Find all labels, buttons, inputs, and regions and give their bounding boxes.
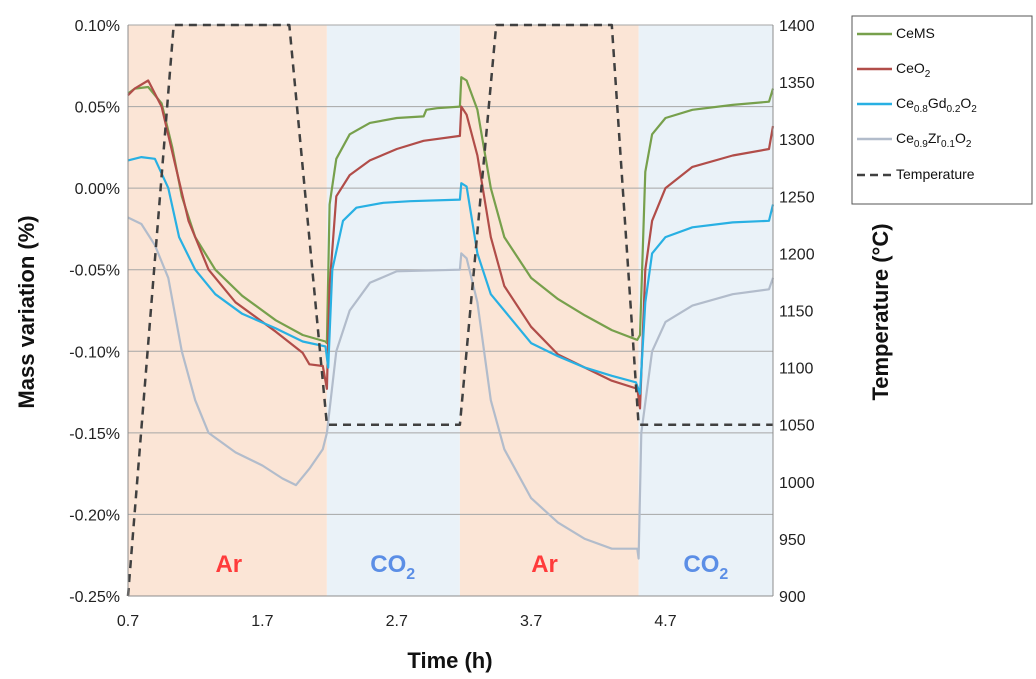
y2-tick-label: 1050 <box>779 418 815 435</box>
legend-label: Ce0.9Zr0.1O2 <box>896 130 972 150</box>
y2-tick-label: 1250 <box>779 189 815 206</box>
legend-box <box>851 15 1033 205</box>
y2-tick-label: 950 <box>779 532 806 549</box>
y-tick-label: -0.20% <box>69 507 120 524</box>
series-line-4 <box>126 23 773 597</box>
y2-axis-title: Temperature (°C) <box>868 223 893 400</box>
y-tick-label: 0.05% <box>75 100 120 117</box>
series-line-1 <box>127 79 775 410</box>
x-tick-label: 1.7 <box>251 613 273 630</box>
region-band-0 <box>128 25 327 596</box>
region-label: Ar <box>215 551 242 578</box>
y2-tick-labels: 1400 1350 1300 1250 1200 1150 1100 1050 1000 950 9… <box>779 18 815 606</box>
y2-tick-label: 900 <box>779 589 806 606</box>
x-axis-title: Time (h) <box>407 648 492 673</box>
y2-tick-label: 1350 <box>779 75 815 92</box>
y2-tick-label: 1300 <box>779 132 815 149</box>
legend-label: Ce0.8Gd0.2O2 <box>896 95 977 115</box>
axes <box>127 25 774 597</box>
region-label: Ar <box>531 551 558 578</box>
legend-label: CeO2 <box>896 60 931 80</box>
series-line-0 <box>127 76 775 345</box>
y-axis-title: Mass variation (%) <box>14 215 39 408</box>
series-line-2 <box>127 156 775 395</box>
region-bands <box>128 25 773 596</box>
y-tick-label: -0.15% <box>69 426 120 443</box>
y-tick-label: -0.05% <box>69 263 120 280</box>
legend-label: Temperature <box>896 166 975 182</box>
series-line-3 <box>127 216 775 560</box>
series-lines <box>126 23 775 597</box>
legend: CeMS CeO2 Ce0.8Gd0.2O2 Ce0.9Zr0.1O2 Temperat… <box>851 15 1033 205</box>
region-band-3 <box>638 25 773 596</box>
y2-tick-label: 1150 <box>779 304 814 321</box>
y-tick-label: -0.10% <box>69 344 120 361</box>
region-band-1 <box>326 25 460 596</box>
x-tick-label: 2.7 <box>386 613 408 630</box>
y-tick-label: 0.00% <box>75 181 120 198</box>
y2-tick-label: 1200 <box>779 246 815 263</box>
x-tick-label: 0.7 <box>117 613 139 630</box>
x-tick-label: 3.7 <box>520 613 542 630</box>
y2-tick-label: 1400 <box>779 18 815 35</box>
region-band-2 <box>459 25 639 596</box>
y-tick-labels: 0.10% 0.05% 0.00% -0.05% -0.10% -0.15% -0.20% -… <box>69 18 120 606</box>
y-tick-label: 0.10% <box>75 18 120 35</box>
y2-tick-label: 1100 <box>779 361 814 378</box>
x-tick-label: 4.7 <box>654 613 676 630</box>
y2-tick-label: 1000 <box>779 475 815 492</box>
legend-label: CeMS <box>896 25 935 41</box>
x-tick-labels: 0.7 1.7 2.7 3.7 4.7 <box>117 613 677 630</box>
y-tick-label: -0.25% <box>69 589 120 606</box>
